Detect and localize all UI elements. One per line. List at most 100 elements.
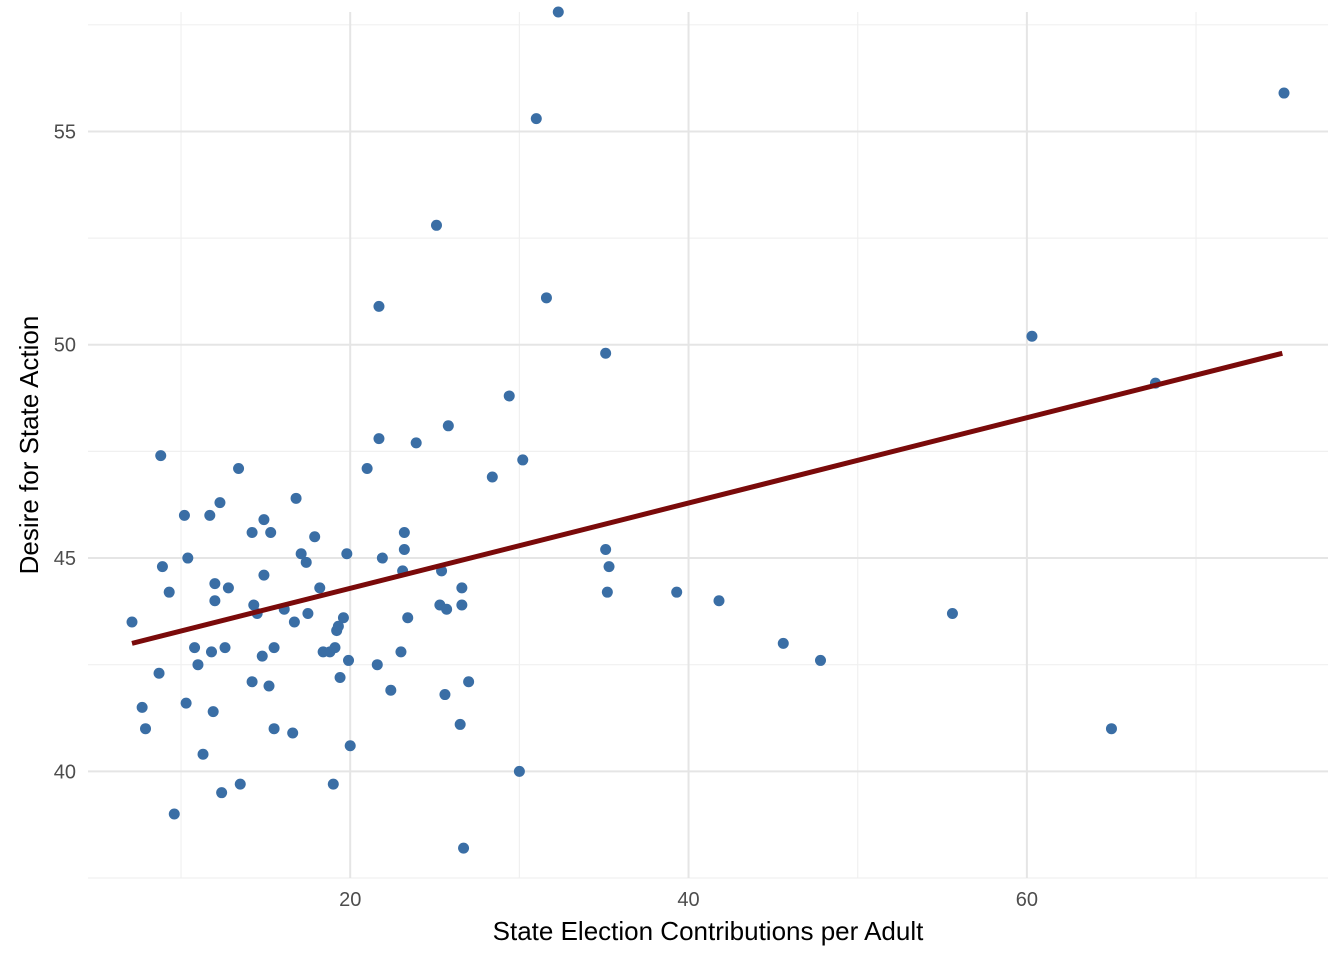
data-point <box>209 578 221 590</box>
data-point <box>246 676 258 688</box>
data-point <box>268 723 280 735</box>
x-tick-label: 60 <box>1016 889 1038 911</box>
data-point <box>1105 723 1117 735</box>
data-point <box>334 671 346 683</box>
data-point <box>600 544 612 556</box>
data-point <box>517 454 529 466</box>
data-point <box>219 642 231 654</box>
data-point <box>503 390 515 402</box>
data-point <box>463 676 475 688</box>
data-point <box>156 561 168 573</box>
y-axis-tick-labels: 40 45 50 55 <box>54 121 76 783</box>
data-point <box>713 595 725 607</box>
data-point <box>343 654 355 666</box>
data-point <box>1278 87 1290 99</box>
major-gridlines <box>88 12 1328 878</box>
data-point <box>234 778 246 790</box>
data-point <box>373 433 385 445</box>
y-tick-label: 50 <box>54 335 76 357</box>
data-point <box>361 462 373 474</box>
data-point <box>454 718 466 730</box>
data-point <box>207 706 219 718</box>
data-point <box>178 509 190 521</box>
data-point <box>385 684 397 696</box>
data-point <box>332 620 344 632</box>
data-point <box>458 842 470 854</box>
data-point <box>946 608 958 620</box>
regression-line <box>131 350 1283 646</box>
data-point <box>263 680 275 692</box>
data-point <box>309 531 321 543</box>
y-axis-title: Desire for State Action <box>14 316 44 575</box>
data-point <box>341 548 353 560</box>
data-point <box>552 6 564 18</box>
x-axis-tick-labels: 20 40 60 <box>339 889 1038 911</box>
data-point <box>456 599 468 611</box>
data-point <box>402 612 414 624</box>
data-point <box>337 612 349 624</box>
data-point <box>441 603 453 615</box>
data-point <box>290 492 302 504</box>
data-point <box>777 637 789 649</box>
data-point <box>246 526 258 538</box>
data-point <box>295 548 307 560</box>
data-point <box>205 646 217 658</box>
data-point <box>216 787 228 799</box>
data-point <box>268 642 280 654</box>
data-point <box>456 582 468 594</box>
data-point <box>126 616 138 628</box>
x-tick-label: 20 <box>339 889 361 911</box>
data-point <box>155 450 167 462</box>
data-point <box>814 654 826 666</box>
data-point <box>486 471 498 483</box>
data-point <box>540 292 552 304</box>
data-point <box>395 646 407 658</box>
data-point <box>204 509 216 521</box>
data-point <box>430 219 442 231</box>
data-point <box>287 727 299 739</box>
data-point <box>265 526 277 538</box>
data-point <box>344 740 356 752</box>
data-point <box>1026 330 1038 342</box>
data-point <box>300 556 312 568</box>
data-point <box>513 765 525 777</box>
data-point <box>314 582 326 594</box>
data-point <box>410 437 422 449</box>
data-point <box>302 608 314 620</box>
data-point <box>327 778 339 790</box>
data-point <box>192 659 204 671</box>
data-point <box>136 701 148 713</box>
data-point <box>258 569 270 581</box>
data-point <box>603 561 615 573</box>
data-point <box>600 347 612 359</box>
data-point <box>258 514 270 526</box>
data-point <box>373 300 385 312</box>
data-point <box>189 642 201 654</box>
data-point <box>601 586 613 598</box>
data-point <box>233 462 245 474</box>
data-point <box>442 420 454 432</box>
y-tick-label: 45 <box>54 548 76 570</box>
data-point <box>248 599 260 611</box>
x-axis-title: State Election Contributions per Adult <box>493 916 924 946</box>
data-point <box>222 582 234 594</box>
data-point <box>371 659 383 671</box>
data-point <box>140 723 152 735</box>
y-tick-label: 40 <box>54 761 76 783</box>
data-point <box>329 642 341 654</box>
data-point <box>180 697 192 709</box>
y-tick-label: 55 <box>54 121 76 143</box>
data-point <box>398 544 410 556</box>
data-point <box>182 552 194 564</box>
data-point <box>439 689 451 701</box>
data-point <box>153 667 165 679</box>
data-point <box>376 552 388 564</box>
data-point <box>214 497 226 509</box>
data-point <box>530 113 542 125</box>
data-point <box>209 595 221 607</box>
data-point <box>256 650 268 662</box>
data-point <box>163 586 175 598</box>
data-point <box>168 808 180 820</box>
